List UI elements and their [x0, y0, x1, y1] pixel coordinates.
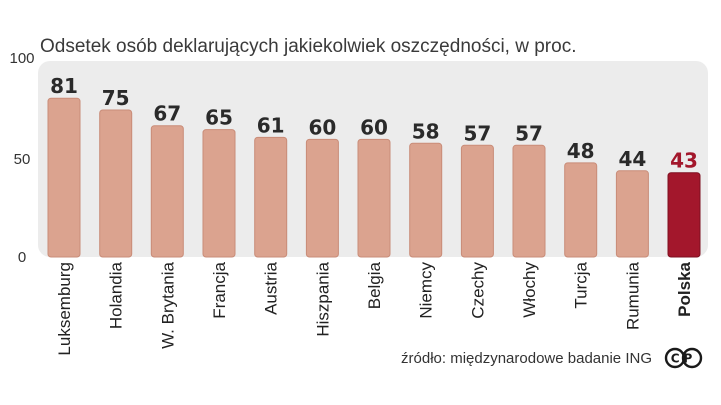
- chart-title: Odsetek osób deklarujących jakiekolwiek …: [40, 36, 576, 57]
- bar-highlight: [667, 172, 701, 258]
- category-label: Turcja: [572, 261, 591, 308]
- category-label: Belgia: [365, 261, 384, 309]
- logo-circle-right: [681, 347, 703, 369]
- y-tick-label: 100: [9, 50, 34, 67]
- value-label: 58: [412, 119, 440, 143]
- category-label: Francja: [210, 261, 229, 318]
- logo: CP: [664, 347, 703, 369]
- value-label: 60: [360, 115, 388, 139]
- category-label: Hiszpania: [313, 261, 332, 336]
- category-label: Luksemburg: [55, 262, 74, 356]
- value-label: 44: [618, 147, 646, 171]
- value-label: 61: [257, 113, 285, 137]
- category-label: Austria: [262, 261, 281, 314]
- value-label: 48: [567, 139, 595, 163]
- value-label: 67: [153, 102, 181, 126]
- bar-country: [305, 138, 339, 258]
- value-label: 57: [463, 121, 491, 145]
- category-label: Włochy: [520, 262, 539, 318]
- category-label: Niemcy: [417, 262, 436, 319]
- value-label: 65: [205, 106, 233, 130]
- bar-country: [460, 144, 494, 258]
- bar-country: [615, 170, 649, 258]
- category-label: W. Brytania: [158, 261, 177, 348]
- value-label: 81: [50, 74, 78, 98]
- value-label: 60: [308, 115, 336, 139]
- bar-country: [150, 125, 184, 258]
- category-label: Polska: [675, 261, 694, 316]
- source-note: źródło: międzynarodowe badanie ING: [401, 350, 652, 367]
- bar-country: [409, 142, 443, 258]
- value-label: 75: [102, 86, 130, 110]
- category-labels: Luksemburg Holandia W. Brytania Francja Aust…: [55, 261, 694, 355]
- y-axis: 100 50 0: [9, 50, 34, 266]
- bar-country: [357, 138, 391, 258]
- value-label: 43: [670, 149, 698, 173]
- bar-country: [512, 144, 546, 258]
- y-tick-label: 0: [18, 249, 26, 266]
- value-label: 57: [515, 121, 543, 145]
- category-label: Czechy: [468, 262, 487, 319]
- bar-country: [47, 97, 81, 258]
- category-label: Rumunia: [623, 261, 642, 330]
- bar-country: [202, 129, 236, 258]
- bar-country: [254, 136, 288, 258]
- bars: [47, 97, 701, 258]
- bar-country: [99, 109, 133, 258]
- category-label: Holandia: [107, 261, 126, 329]
- logo-text: CP: [671, 352, 697, 366]
- value-labels: 81 75 67 65 61 60 60 58 57 57 48 44 43: [50, 74, 698, 173]
- bar-country: [564, 162, 598, 258]
- y-tick-label: 50: [14, 151, 31, 168]
